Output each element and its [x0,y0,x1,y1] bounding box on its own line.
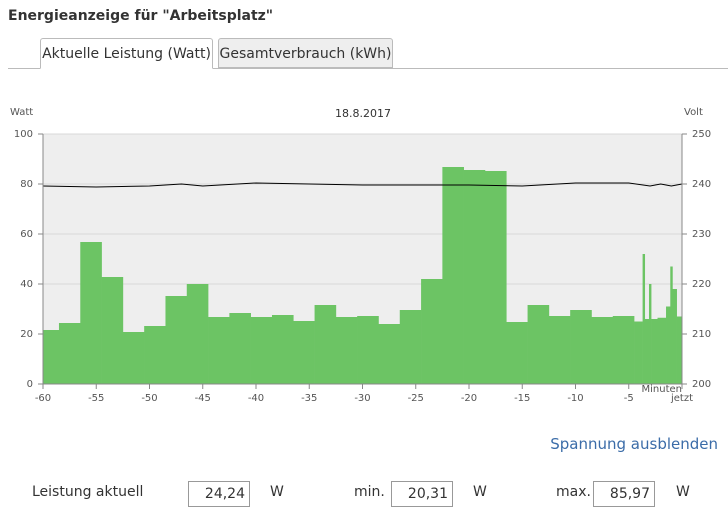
x-tick-label: -50 [141,393,157,404]
y-axis-label: Watt [10,107,33,118]
bar [657,317,667,384]
bar [101,277,124,384]
y-tick-label: 40 [20,279,33,290]
bar [43,330,60,384]
bar [644,319,650,384]
page-title: Energieanzeige für "Arbeitsplatz" [8,8,274,24]
bar [506,322,528,384]
bar [250,317,273,384]
bar [463,170,486,384]
x-tick-label: -15 [514,393,530,404]
x-tick-label: -35 [301,393,317,404]
bar [570,310,592,384]
toggle-link[interactable]: Spannung ausblenden [550,435,718,453]
stat-unit: W [473,484,487,500]
bar [58,323,81,384]
bar [314,305,337,384]
bar [442,167,464,384]
bar [591,317,614,384]
stat-label: Leistung aktuell [32,484,144,500]
tab-line [8,68,728,69]
stat-label: max. [556,484,591,500]
bar [527,305,550,384]
x-tick-label: -30 [354,393,370,404]
bar [672,289,677,384]
bar [229,313,251,384]
bar [293,321,315,384]
voltage-line [42,182,683,188]
stat-value: 85,97 [593,481,655,507]
tab[interactable]: Aktuelle Leistung (Watt) [40,38,213,69]
x-tick-label: -10 [567,393,583,404]
bar [421,279,443,384]
stat-value: 20,31 [391,481,453,507]
stat-unit: W [676,484,690,500]
bar [208,317,230,384]
y2-tick-label: 250 [692,129,711,140]
x-tick-label: -20 [461,393,477,404]
y2-tick-label: 200 [692,379,711,390]
bar [676,316,683,384]
bar [612,316,635,384]
chart: 18.8.2017 Watt Volt Minuten 0 20 40 60 80 100 200 2… [10,107,711,404]
bar [335,317,358,384]
bar [670,266,673,384]
bar [144,326,166,384]
bar [648,284,652,384]
bar [642,254,646,384]
bar [651,319,658,384]
x-axis-label: Minuten [642,384,683,395]
bar [165,296,188,384]
x-tick-label: jetzt [670,393,693,404]
x-tick-label: -40 [248,393,264,404]
bar [186,284,209,384]
bar [378,324,401,384]
x-tick-label: -25 [408,393,424,404]
bar [80,242,102,384]
stat-label: min. [354,484,385,500]
y2-tick-label: 210 [692,329,711,340]
bar [122,332,145,384]
bar [357,316,379,384]
x-tick-label: -55 [88,393,104,404]
stat-value: 24,24 [188,481,250,507]
y2-tick-label: 230 [692,229,711,240]
bar [666,306,671,384]
tab[interactable]: Gesamtverbrauch (kWh) [218,38,393,68]
bar [548,316,571,384]
x-tick-label: -60 [35,393,51,404]
x-tick-label: -5 [624,393,634,404]
y2-axis-label: Volt [684,107,703,118]
stat-unit: W [270,484,284,500]
y-tick-label: 80 [20,179,33,190]
bar [399,310,422,384]
y-tick-label: 0 [27,379,33,390]
bar [271,315,294,384]
y-tick-label: 100 [14,129,33,140]
chart-title: 18.8.2017 [335,107,391,120]
bar [634,321,643,384]
y-tick-label: 60 [20,229,33,240]
y-tick-label: 20 [20,329,33,340]
y2-tick-label: 240 [692,179,711,190]
bar [484,171,507,384]
y2-tick-label: 220 [692,279,711,290]
x-tick-label: -45 [195,393,211,404]
